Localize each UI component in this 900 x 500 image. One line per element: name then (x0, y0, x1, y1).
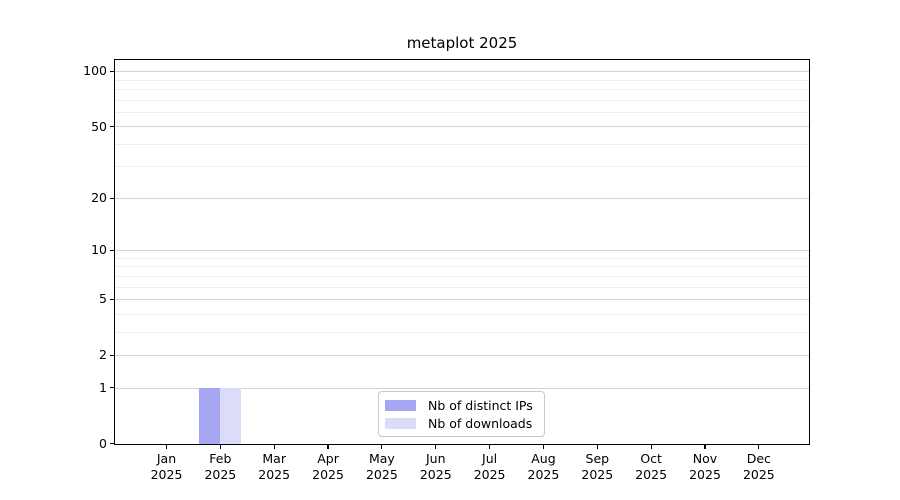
y-gridline-major (115, 250, 809, 252)
x-tick-mark (219, 445, 221, 449)
x-tick-label: Feb 2025 (180, 451, 260, 482)
y-tick-mark (110, 387, 114, 389)
x-tick-month: Oct (640, 451, 662, 466)
x-tick-year: 2025 (742, 466, 775, 482)
y-tick-label: 2 (99, 347, 107, 363)
bar-distinct-ips (199, 388, 221, 444)
y-tick-mark (110, 70, 114, 72)
x-tick-year: 2025 (635, 466, 668, 482)
x-tick-year: 2025 (473, 466, 506, 482)
y-gridline-minor (115, 266, 809, 268)
x-tick-year: 2025 (312, 466, 344, 482)
chart-title: metaplot 2025 (406, 34, 518, 52)
y-gridline-major (115, 354, 809, 356)
y-tick-label: 1 (99, 379, 107, 395)
y-tick-label: 0 (99, 435, 107, 451)
x-tick-year: 2025 (150, 466, 183, 482)
y-tick-mark (110, 298, 114, 300)
plot-area (114, 59, 810, 445)
y-tick-mark (110, 125, 114, 128)
x-tick-label: May 2025 (342, 451, 422, 482)
x-tick-year: 2025 (419, 466, 452, 482)
y-tick-mark (110, 354, 114, 356)
x-tick-mark (650, 445, 652, 449)
y-gridline-minor (115, 143, 809, 145)
x-tick-month: Sep (585, 451, 610, 466)
legend-swatch-distinct-ips (385, 400, 416, 411)
x-tick-label: Jul 2025 (450, 451, 530, 482)
y-gridline-minor (115, 331, 809, 333)
x-tick-month: May (368, 451, 395, 466)
y-tick-mark (110, 443, 114, 445)
x-tick-month: Apr (317, 451, 339, 466)
x-tick-year: 2025 (258, 466, 291, 482)
x-tick-mark (758, 445, 760, 449)
x-tick-year: 2025 (365, 466, 398, 482)
x-tick-year: 2025 (204, 466, 237, 482)
legend: Nb of distinct IPs Nb of downloads (378, 391, 545, 437)
y-tick-mark (110, 197, 114, 199)
y-tick-label: 50 (91, 118, 107, 134)
x-tick-label: Nov 2025 (665, 451, 745, 482)
x-tick-month: Feb (209, 451, 232, 466)
y-gridline-minor (115, 99, 809, 101)
y-gridline-minor (115, 111, 809, 113)
y-gridline-minor (115, 275, 809, 277)
x-tick-mark (381, 445, 383, 449)
x-tick-month: Mar (262, 451, 286, 466)
x-tick-month: Dec (746, 451, 771, 466)
x-tick-label: Oct 2025 (611, 451, 691, 482)
legend-label-downloads: Nb of downloads (428, 416, 533, 431)
y-gridline-major (115, 387, 809, 389)
x-tick-mark (435, 445, 437, 449)
x-tick-month: Aug (531, 451, 556, 466)
y-gridline-minor (115, 313, 809, 315)
legend-item-downloads: Nb of downloads (385, 415, 536, 432)
legend-label-distinct-ips: Nb of distinct IPs (428, 398, 533, 413)
x-tick-label: Aug 2025 (503, 451, 583, 482)
x-tick-year: 2025 (527, 466, 560, 482)
x-tick-year: 2025 (581, 466, 614, 482)
x-tick-mark (704, 445, 706, 449)
x-tick-mark (165, 445, 168, 449)
y-gridline-minor (115, 286, 809, 288)
x-tick-month: Jan (156, 451, 177, 466)
y-tick-label: 20 (91, 190, 107, 206)
y-gridline-minor (115, 88, 809, 90)
legend-item-distinct-ips: Nb of distinct IPs (385, 397, 536, 414)
y-gridline-minor (115, 257, 809, 259)
x-tick-mark (596, 445, 598, 449)
y-tick-mark (110, 249, 114, 251)
x-tick-month: Jul (482, 451, 498, 466)
x-tick-label: Jan 2025 (127, 451, 207, 482)
y-gridline-minor (115, 79, 809, 81)
y-gridline-major (115, 299, 809, 300)
y-tick-label: 5 (99, 291, 107, 307)
x-tick-label: Dec 2025 (719, 451, 799, 482)
y-tick-label: 10 (91, 242, 107, 258)
x-tick-mark (542, 445, 545, 449)
bar-downloads (220, 388, 242, 444)
y-gridline-major (115, 71, 809, 73)
x-tick-year: 2025 (689, 466, 721, 482)
x-tick-mark (327, 445, 329, 449)
x-tick-mark (273, 445, 275, 449)
x-tick-label: Sep 2025 (557, 451, 637, 482)
legend-swatch-downloads (385, 418, 416, 429)
y-gridline-major (115, 126, 809, 128)
y-gridline-major (115, 197, 809, 199)
x-tick-label: Mar 2025 (234, 451, 314, 482)
x-tick-mark (489, 445, 491, 449)
x-tick-month: Nov (692, 451, 718, 466)
x-tick-label: Jun 2025 (396, 451, 476, 482)
x-tick-label: Apr 2025 (288, 451, 368, 482)
y-tick-label: 100 (83, 63, 107, 79)
y-gridline-minor (115, 166, 809, 168)
x-tick-month: Jun (425, 451, 446, 466)
